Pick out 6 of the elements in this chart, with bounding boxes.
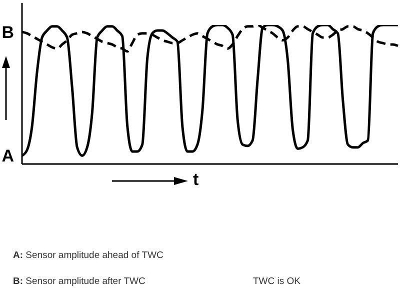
series-label: B xyxy=(2,22,14,42)
x-axis-title: t xyxy=(193,170,199,190)
text: TWC is OK xyxy=(253,276,300,287)
text: B: Sensor amplitude after TWC xyxy=(13,276,146,287)
series-label: A xyxy=(2,146,14,166)
text: A: Sensor amplitude ahead of TWC xyxy=(13,250,164,261)
